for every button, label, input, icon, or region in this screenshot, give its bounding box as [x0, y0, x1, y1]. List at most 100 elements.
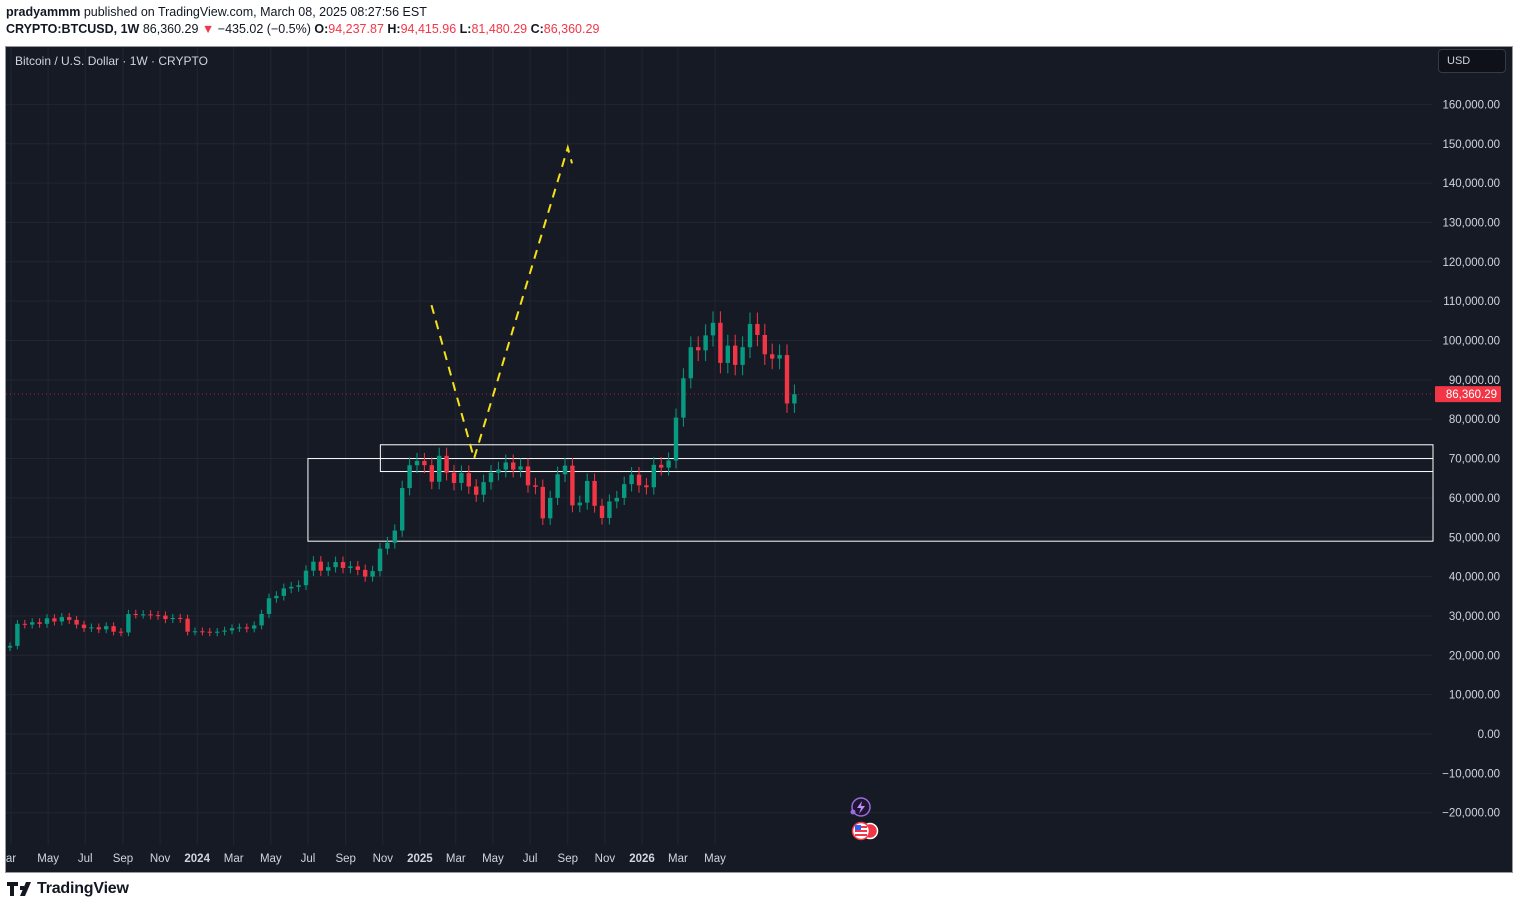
candle-body	[185, 618, 190, 632]
x-tick-label: Mar	[224, 853, 244, 865]
close-value: 86,360.29	[543, 22, 600, 36]
candle-body	[414, 460, 420, 466]
candle-body	[651, 464, 656, 488]
candle-body	[747, 323, 753, 348]
candle-body	[429, 465, 434, 482]
lightning-glyph-icon	[857, 801, 865, 814]
price-tag-bg	[1435, 386, 1501, 403]
us-flag-stripe	[855, 830, 867, 832]
candle-body	[229, 628, 235, 631]
open-label: O:	[314, 22, 329, 36]
y-tick-label: 150,000.00	[1442, 139, 1500, 151]
candle-body	[525, 466, 531, 486]
candle-body	[59, 617, 64, 622]
price-tag-label: 86,360.29	[1446, 389, 1497, 401]
candle-body	[777, 355, 782, 359]
candle-body	[252, 625, 257, 629]
candle-body	[607, 501, 612, 518]
y-tick-label: 30,000.00	[1449, 611, 1500, 623]
candle-body	[192, 631, 198, 633]
candle-body	[718, 322, 723, 363]
x-tick-label: Jul	[523, 853, 538, 865]
candle-body	[622, 484, 627, 498]
candle-body	[555, 474, 560, 498]
chart-pane[interactable]	[5, 46, 1513, 873]
candle-body	[533, 485, 538, 487]
candle-body	[74, 619, 79, 625]
y-tick-label: 60,000.00	[1449, 493, 1500, 505]
candle-body	[67, 617, 72, 620]
x-tick-label: Sep	[113, 853, 133, 865]
projection-path[interactable]	[430, 144, 574, 463]
x-tick-label: 2024	[184, 853, 210, 865]
candle-body	[148, 614, 153, 616]
candle-body	[496, 469, 501, 473]
candle-body	[348, 566, 353, 568]
candle-body	[215, 631, 220, 633]
symbol-label: CRYPTO:BTCUSD, 1W	[6, 22, 140, 36]
low-label: L:	[459, 22, 472, 36]
candle-body	[733, 345, 738, 365]
candle-body	[237, 627, 242, 629]
candle-body	[363, 569, 368, 577]
y-tick-label: 20,000.00	[1449, 650, 1500, 662]
high-value: 94,415.96	[400, 22, 457, 36]
x-tick-label: Nov	[373, 853, 394, 865]
x-tick-label: Sep	[558, 853, 578, 865]
candle-body	[422, 460, 427, 466]
candle-body	[585, 480, 590, 503]
candle-body	[570, 465, 575, 506]
candle-body	[511, 462, 516, 470]
candle-body	[755, 323, 760, 335]
candle-body	[7, 645, 13, 648]
candle-body	[37, 622, 42, 624]
candle-body	[266, 598, 272, 614]
candle-body	[451, 472, 457, 483]
y-tick-label: 80,000.00	[1449, 414, 1500, 426]
candle-body	[703, 335, 708, 351]
candle-body	[688, 347, 693, 379]
sparkle-icon	[850, 809, 856, 815]
high-label: H:	[387, 22, 401, 36]
y-tick-label: 110,000.00	[1443, 296, 1500, 308]
price-change: −435.02 (−0.5%)	[217, 22, 311, 36]
tradingview-logo[interactable]: TradingView	[7, 880, 129, 898]
x-tick-label: Jul	[78, 853, 93, 865]
candle-body	[355, 566, 360, 570]
candle-body	[170, 617, 175, 620]
footer	[0, 873, 1519, 910]
x-tick-label: Jul	[301, 853, 316, 865]
last-price: 86,360.29	[142, 22, 199, 36]
x-tick-label: May	[482, 853, 504, 865]
candle-body	[118, 631, 124, 633]
candle-body	[407, 465, 412, 489]
candle-body	[89, 627, 94, 629]
candle-body	[488, 472, 494, 483]
support-zone-rect[interactable]	[379, 444, 1434, 473]
candle-body	[400, 488, 405, 531]
y-tick-label: 70,000.00	[1449, 454, 1500, 466]
author-name[interactable]: pradyammm	[6, 5, 81, 19]
candle-body	[281, 588, 286, 596]
currency-button[interactable]: USD	[1438, 49, 1506, 73]
candle-body	[318, 561, 323, 571]
candle-body	[15, 623, 20, 646]
candle-body	[207, 631, 212, 633]
low-value: 81,480.29	[471, 22, 528, 36]
x-tick-label: ar	[6, 853, 16, 865]
symbol-title: Bitcoin / U.S. Dollar · 1W · CRYPTO	[15, 54, 208, 68]
candle-body	[459, 473, 464, 483]
y-tick-label: 40,000.00	[1449, 572, 1500, 584]
x-tick-label: Mar	[668, 853, 688, 865]
candle-body	[762, 334, 767, 355]
candle-body	[548, 497, 553, 519]
candle-body	[770, 354, 775, 359]
candle-body	[392, 530, 397, 543]
candle-body	[370, 571, 375, 577]
support-zone-rect[interactable]	[307, 458, 1434, 542]
candle-body	[222, 630, 227, 632]
candle-body	[385, 542, 390, 549]
candle-body	[303, 570, 309, 586]
candle-body	[659, 464, 664, 468]
